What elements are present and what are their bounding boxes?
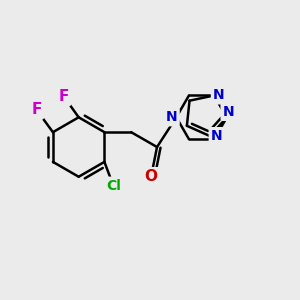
Text: N: N — [211, 129, 222, 143]
Text: Cl: Cl — [106, 179, 121, 193]
Text: F: F — [58, 89, 69, 104]
Text: N: N — [223, 105, 234, 119]
Text: O: O — [145, 169, 158, 184]
Text: F: F — [32, 102, 42, 117]
Text: N: N — [166, 110, 178, 124]
Text: N: N — [213, 88, 224, 102]
